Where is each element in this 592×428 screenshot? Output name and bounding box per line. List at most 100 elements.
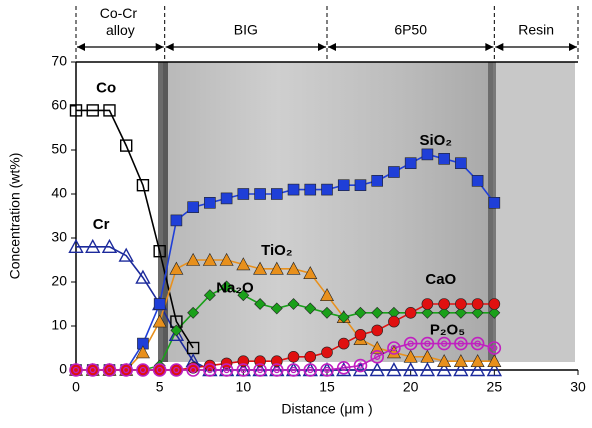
marker [352, 362, 369, 377]
marker [453, 362, 469, 377]
data-point [287, 298, 300, 310]
data-point [354, 306, 367, 319]
marker [169, 261, 184, 275]
marker [290, 366, 297, 374]
marker [438, 153, 450, 165]
marker [139, 366, 147, 374]
data-point [386, 345, 401, 359]
marker [202, 252, 217, 266]
marker [471, 306, 484, 319]
marker [437, 336, 451, 351]
marker [304, 302, 317, 315]
marker [337, 337, 350, 350]
data-point [370, 340, 385, 354]
marker [72, 366, 80, 374]
marker [287, 183, 300, 196]
series-label: Na₂O [216, 280, 254, 297]
marker [319, 288, 335, 301]
marker [407, 340, 414, 347]
data-point [136, 363, 150, 377]
marker [303, 266, 318, 279]
marker [386, 345, 401, 359]
marker [269, 261, 284, 275]
data-point [287, 183, 300, 196]
marker [491, 344, 498, 352]
marker [337, 311, 350, 324]
data-point [455, 157, 467, 169]
data-point [186, 363, 200, 377]
data-point [453, 362, 469, 377]
marker [354, 179, 367, 191]
series-label: Co [96, 79, 116, 96]
x-tick-label: 5 [156, 379, 164, 395]
data-point [304, 350, 317, 363]
region-label: Co-Cr alloy [100, 5, 141, 38]
marker [390, 344, 398, 352]
x-tick-label: 0 [72, 379, 80, 395]
y-tick-label: 70 [51, 53, 67, 69]
data-point [203, 363, 217, 377]
marker [371, 306, 384, 319]
marker [206, 366, 214, 374]
marker [323, 366, 331, 374]
data-point [169, 363, 184, 377]
marker [240, 366, 247, 374]
data-point [453, 354, 468, 367]
marker [388, 315, 400, 328]
data-point [488, 306, 501, 319]
marker [170, 214, 183, 227]
data-point [469, 362, 486, 377]
marker [421, 306, 434, 319]
marker [420, 336, 435, 351]
marker [204, 197, 216, 209]
data-point [103, 104, 116, 117]
marker [173, 366, 180, 374]
marker [68, 238, 84, 253]
marker [402, 362, 419, 377]
data-point [337, 179, 350, 191]
marker [106, 366, 113, 374]
marker [203, 289, 216, 302]
data-point [152, 363, 167, 377]
marker [455, 298, 467, 310]
marker [321, 183, 333, 196]
marker [119, 363, 133, 377]
marker [419, 362, 436, 377]
marker [454, 336, 468, 351]
interface-band [488, 62, 496, 362]
arrow-head [77, 43, 85, 51]
marker [470, 354, 485, 367]
marker [487, 341, 502, 355]
marker [102, 363, 117, 377]
data-point [119, 139, 133, 152]
marker [273, 366, 280, 374]
series-label: TiO₂ [261, 242, 292, 259]
micrograph-resin [493, 62, 575, 362]
data-point [370, 349, 385, 364]
data-point [488, 197, 501, 209]
data-point [369, 362, 385, 377]
data-point [487, 354, 502, 367]
marker [388, 166, 400, 178]
data-point [203, 289, 216, 302]
marker [89, 366, 96, 374]
x-tick-label: 15 [319, 379, 335, 395]
data-point [353, 358, 368, 373]
data-point [170, 214, 183, 227]
marker [85, 238, 101, 253]
marker [437, 354, 452, 367]
marker [304, 183, 317, 196]
y-tick-label: 0 [59, 361, 67, 377]
marker [286, 261, 301, 275]
marker [186, 363, 200, 377]
marker [152, 363, 167, 377]
marker [371, 175, 384, 187]
data-point [187, 201, 199, 213]
marker [135, 345, 150, 359]
data-point [336, 362, 352, 377]
arrow-head [155, 43, 164, 51]
marker [304, 350, 317, 363]
marker [220, 280, 233, 293]
data-point [321, 183, 333, 196]
data-point [85, 363, 100, 377]
